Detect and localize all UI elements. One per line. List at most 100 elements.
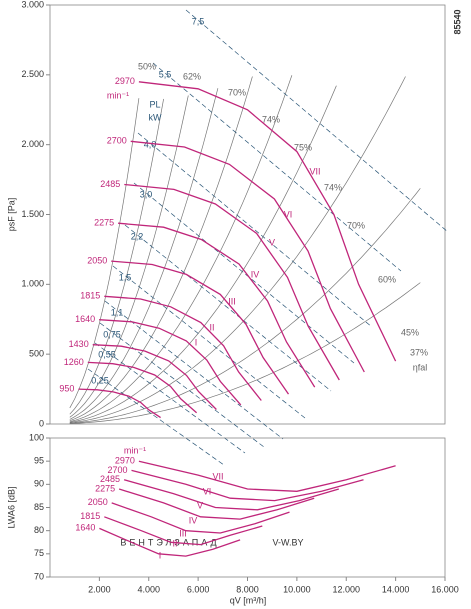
power-line — [152, 62, 402, 272]
power-line — [133, 182, 355, 364]
speed-unit: min⁻¹ — [107, 90, 129, 100]
legend-label: 2700 — [107, 465, 127, 475]
speed-curve — [123, 479, 339, 511]
efficiency-label: 37% — [410, 347, 428, 357]
efficiency-label: 45% — [401, 327, 419, 337]
power-unit: kW — [149, 112, 163, 122]
roman-label: V — [269, 237, 275, 247]
x-tick-label: 10.000 — [283, 584, 311, 594]
roman-label: V — [197, 500, 203, 510]
power-label: 5,5 — [159, 69, 172, 79]
roman-label: VII — [212, 471, 223, 481]
system-curve — [69, 88, 219, 420]
efficiency-label: 60% — [378, 274, 396, 284]
roman-label: III — [179, 528, 187, 538]
speed-unit: min⁻¹ — [124, 445, 146, 455]
y-tick-label: 2.000 — [21, 139, 44, 149]
speed-curve — [138, 81, 397, 362]
efficiency-label: 62% — [183, 71, 201, 81]
power-label: 4,0 — [144, 139, 157, 149]
x-tick-label: 12.000 — [332, 584, 360, 594]
y-tick-label: 75 — [34, 548, 44, 558]
speed-curve — [130, 140, 365, 373]
speed-curve — [131, 469, 364, 502]
roman-label: II — [172, 538, 177, 548]
system-curve — [69, 75, 293, 423]
legend-label: 2970 — [115, 76, 135, 86]
system-curve — [69, 95, 189, 418]
x-tick-label: 8.000 — [236, 584, 259, 594]
watermark: ВЕНТЭЛЗАПАД — [120, 537, 219, 547]
y-tick-label: 95 — [34, 456, 44, 466]
legend-label: 1430 — [69, 339, 89, 349]
efficiency-label: 50% — [138, 61, 156, 71]
speed-curve — [99, 527, 241, 557]
system-curve — [69, 188, 421, 424]
power-line — [137, 132, 373, 328]
efficiency-label: 75% — [294, 142, 312, 152]
power-line — [94, 342, 246, 454]
y-axis-label: psF [Pa] — [6, 198, 16, 232]
system-curve — [69, 76, 406, 424]
legend-label: 2275 — [95, 483, 115, 493]
power-label: 1,5 — [119, 272, 132, 282]
legend-label: 2970 — [115, 456, 135, 466]
code: 85540 — [452, 9, 462, 34]
power-line — [124, 224, 332, 392]
y-axis-label: LWA6 [dB] — [6, 486, 16, 528]
y-tick-label: 85 — [34, 502, 44, 512]
roman-label: II — [209, 322, 214, 332]
speed-curve — [78, 388, 161, 419]
power-label: 0,55 — [98, 349, 116, 359]
power-label: 0,25 — [91, 375, 109, 385]
power-label: 0,75 — [103, 329, 121, 339]
legend-label: 2275 — [94, 218, 114, 228]
roman-label: VI — [284, 209, 293, 219]
speed-curve — [118, 222, 316, 388]
speed-curve — [111, 260, 290, 395]
speed-curve — [104, 295, 262, 401]
system-curve — [69, 282, 421, 424]
x-tick-label: 6.000 — [187, 584, 210, 594]
power-line — [185, 9, 449, 233]
legend-label: 2485 — [100, 179, 120, 189]
legend-label: 950 — [59, 383, 74, 393]
system-curve — [69, 98, 164, 415]
power-label: 7,5 — [192, 16, 205, 26]
y-tick-label: 90 — [34, 479, 44, 489]
efficiency-label: 74% — [262, 114, 280, 124]
legend-label: 2050 — [88, 497, 108, 507]
power-line — [112, 265, 306, 419]
y-tick-label: 80 — [34, 525, 44, 535]
system-curve — [69, 76, 253, 422]
watermark-site: V-W.BY — [272, 537, 303, 547]
y-tick-label: 3.000 — [21, 0, 44, 9]
power-line — [104, 300, 284, 440]
speed-curve — [87, 361, 198, 414]
efficiency-label: 74% — [324, 182, 342, 192]
roman-label: I — [159, 550, 162, 560]
power-line — [99, 322, 265, 448]
y-tick-label: 1.000 — [21, 279, 44, 289]
roman-label: III — [228, 296, 236, 306]
power-symbol: PL — [149, 99, 160, 109]
roman-label: IV — [189, 515, 198, 525]
power-label: 1,1 — [111, 307, 124, 317]
speed-curve — [111, 502, 290, 534]
legend-label: 1815 — [80, 291, 100, 301]
speed-curve — [138, 460, 396, 492]
y-tick-label: 0 — [39, 418, 44, 428]
legend-label: 2485 — [100, 474, 120, 484]
legend-label: 1815 — [80, 511, 100, 521]
plot-frame — [49, 4, 446, 425]
x-tick-label: 2.000 — [88, 584, 111, 594]
x-axis-label: qV [m³/h] — [230, 595, 267, 605]
y-tick-label: 2.500 — [21, 69, 44, 79]
power-label: 2,2 — [131, 231, 144, 241]
speed-curve — [124, 183, 340, 381]
y-tick-label: 500 — [29, 349, 44, 359]
legend-label: 1640 — [75, 523, 95, 533]
x-tick-label: 4.000 — [137, 584, 160, 594]
roman-label: VII — [309, 166, 320, 176]
